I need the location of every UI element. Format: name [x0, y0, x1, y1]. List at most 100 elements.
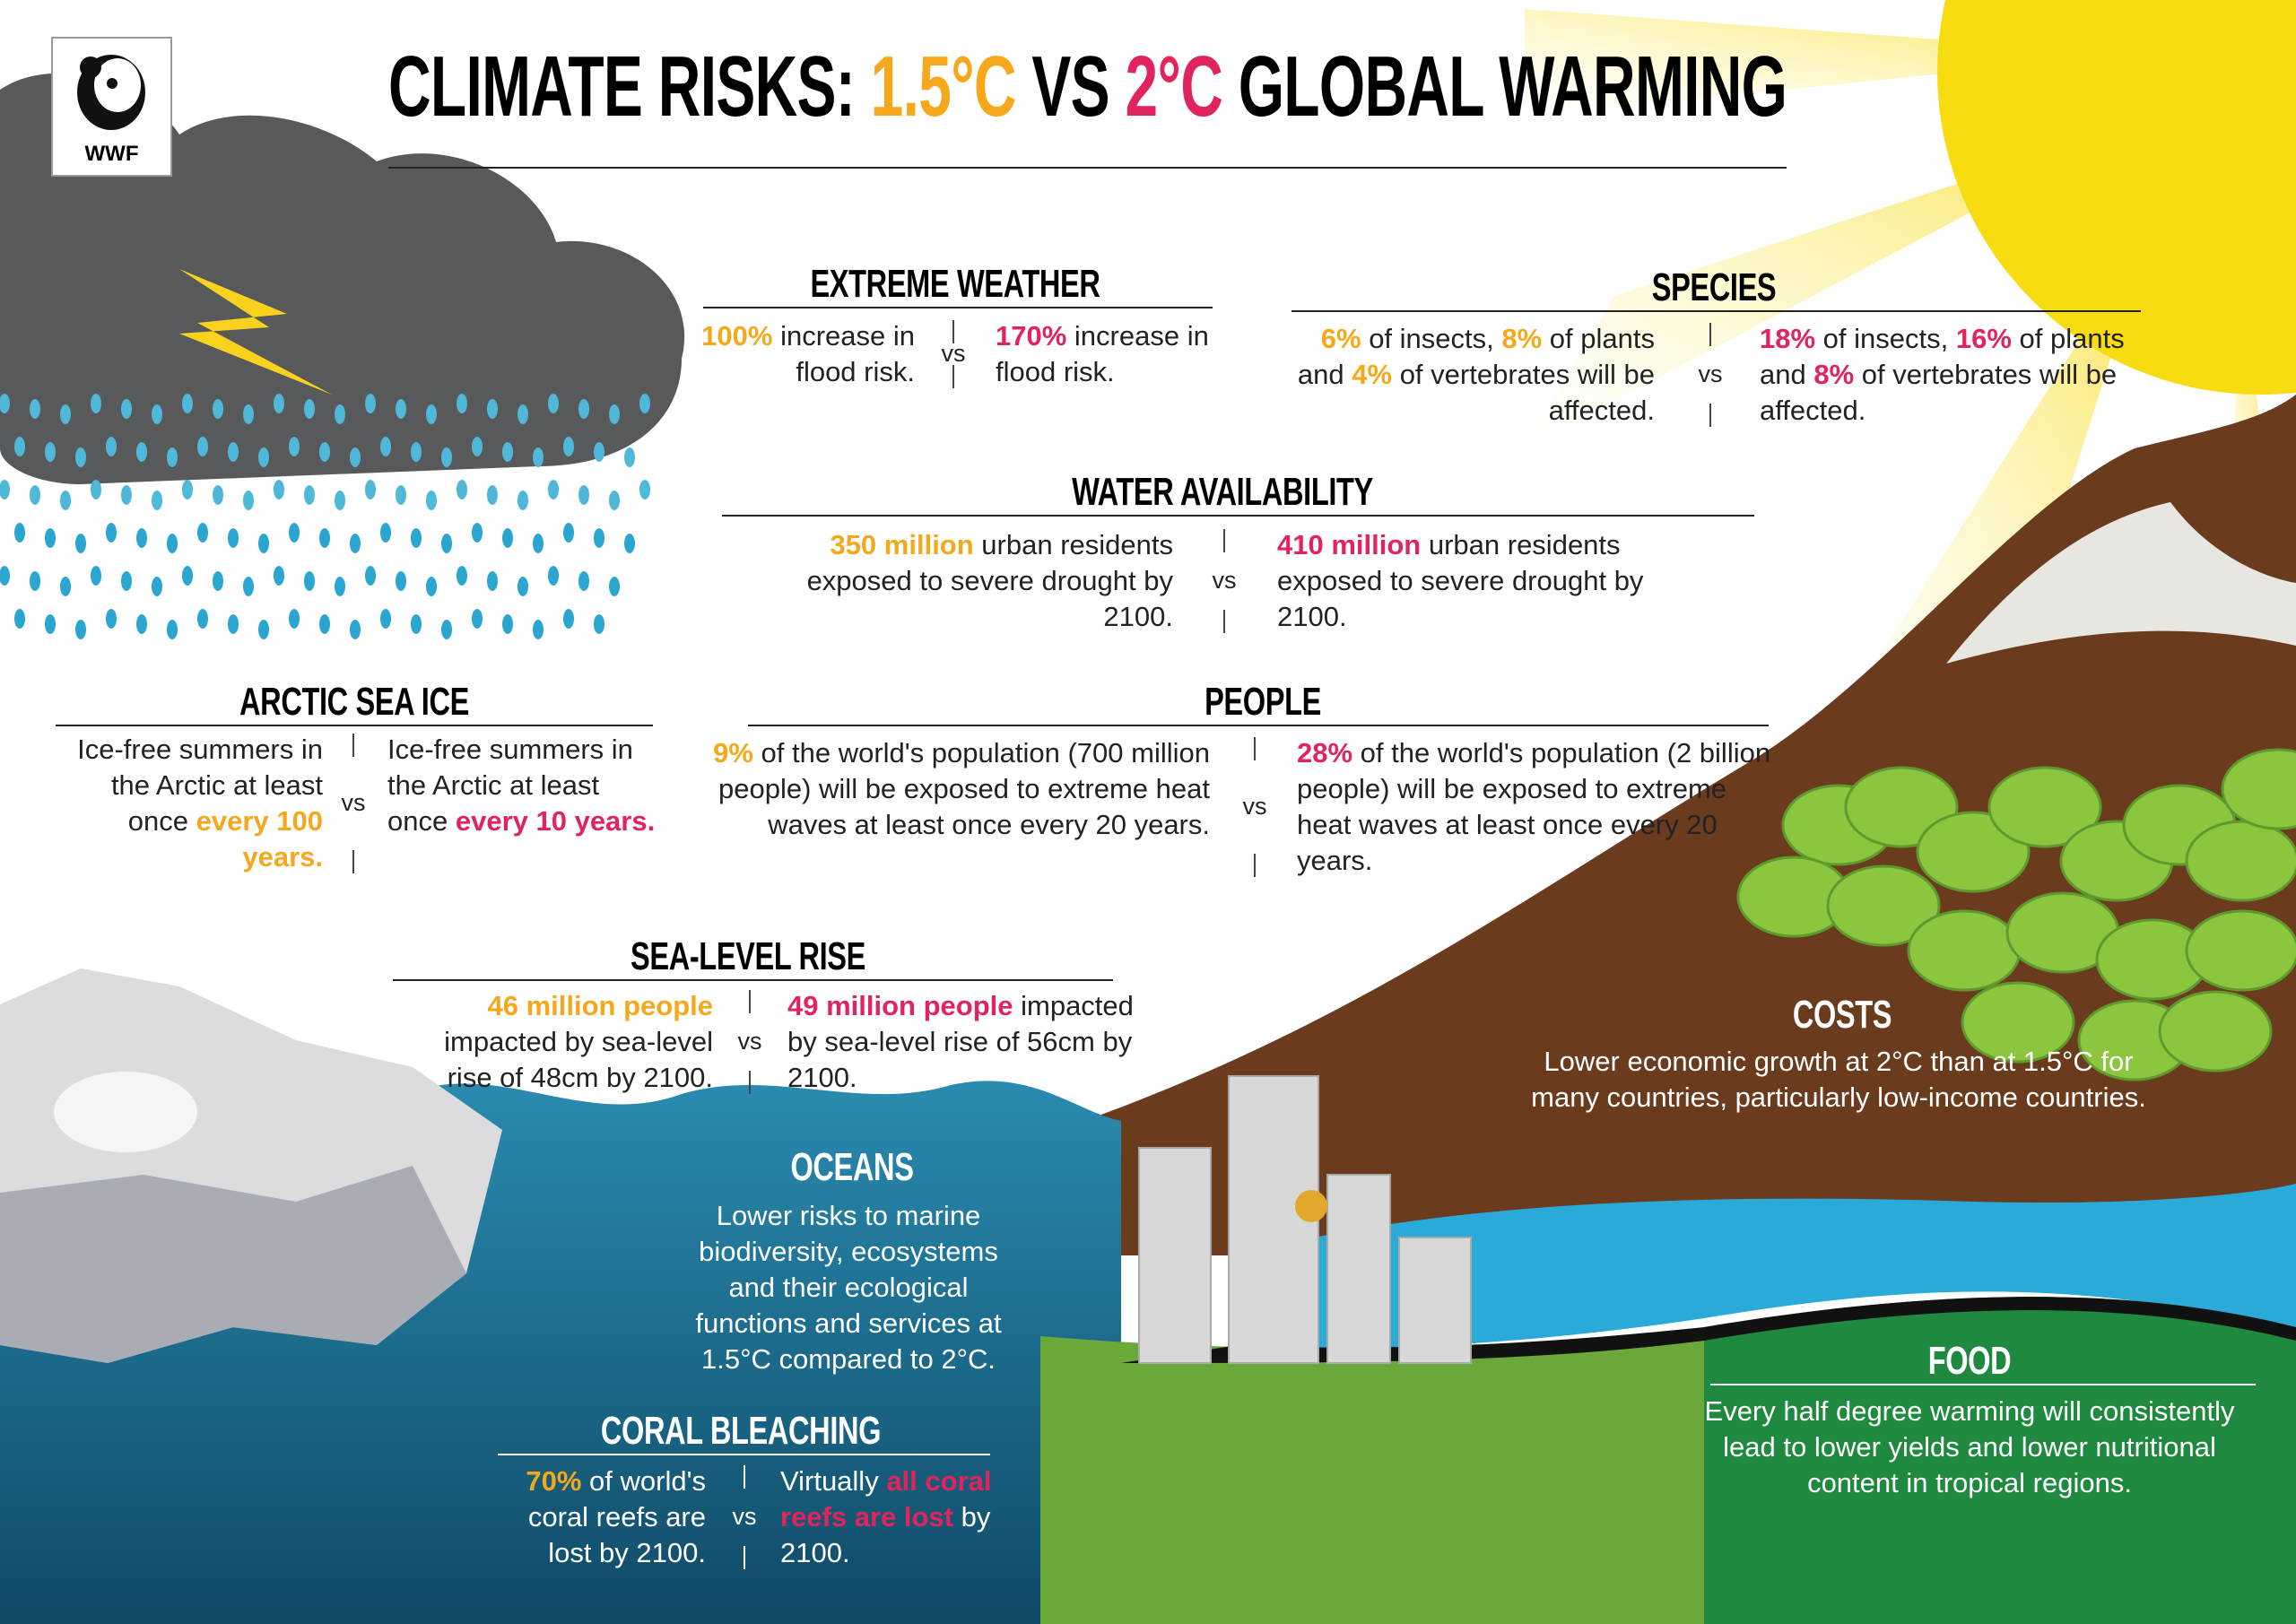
text-run: of vertebrates will be affected.	[1392, 359, 1655, 426]
text-run: impacted by sea-level rise of 56cm by 21…	[787, 990, 1134, 1093]
raindrop	[60, 404, 71, 424]
raindrop	[365, 394, 376, 413]
raindrop	[502, 442, 513, 462]
raindrop	[396, 485, 406, 505]
highlight: 49 million people	[787, 990, 1013, 1021]
right-text: Ice-free summers in the Arctic at least …	[387, 732, 657, 839]
left-text: 9% of the world's population (700 millio…	[690, 735, 1210, 843]
iceberg-shadow	[0, 1166, 466, 1363]
raindrop	[197, 609, 208, 629]
section-heading: FOOD	[1927, 1339, 2012, 1383]
raindrop	[533, 620, 544, 639]
title: CLIMATE RISKS: 1.5°C VS 2°C GLOBAL WARMI…	[388, 38, 1787, 136]
right-text: 49 million people impacted by sea-level …	[787, 988, 1137, 1096]
section-text: Lower risks to marine biodiversity, ecos…	[695, 1200, 1002, 1375]
raindrop	[594, 614, 604, 634]
left-text: 6% of insects, 8% of plants and 4% of ve…	[1278, 321, 1655, 429]
text-run: VS	[1015, 39, 1126, 135]
raindrop	[136, 528, 147, 548]
raindrop	[121, 485, 132, 505]
vs-label: vs	[941, 340, 966, 367]
raindrop	[289, 437, 300, 456]
raindrop	[487, 399, 498, 419]
raindrop	[380, 523, 391, 543]
raindrop	[30, 399, 40, 419]
text-run: of plants and	[1297, 323, 1655, 390]
raindrop	[258, 534, 269, 553]
tree	[2185, 820, 2296, 902]
raindrop	[441, 620, 452, 639]
raindrop	[487, 485, 498, 505]
divider	[952, 365, 954, 388]
raindrop	[182, 480, 193, 499]
title-rule	[388, 167, 1787, 169]
raindrop	[304, 485, 315, 505]
raindrop	[487, 571, 498, 591]
raindrop	[91, 394, 101, 413]
raindrop	[350, 447, 361, 467]
right-text: 18% of insects, 16% of plants and 8% of …	[1760, 321, 2145, 429]
raindrop	[0, 566, 10, 586]
section-heading: COSTS	[1792, 993, 1892, 1037]
raindrop	[14, 437, 25, 456]
raindrop	[228, 442, 239, 462]
raindrop	[365, 566, 376, 586]
raindrop	[548, 480, 559, 499]
text-run: Virtually	[780, 1465, 887, 1497]
tree	[1826, 864, 1941, 947]
text-run: impacted by sea-level rise of 48cm by 21…	[444, 1026, 713, 1093]
section-text: Lower economic growth at 2°C than at 1.5…	[1531, 1046, 2146, 1113]
section-rule	[748, 725, 1769, 726]
divider	[749, 1071, 751, 1094]
raindrop	[517, 577, 528, 596]
raindrop	[457, 566, 467, 586]
raindrop	[563, 523, 574, 543]
text-run: of insects,	[1361, 323, 1502, 354]
rain	[0, 394, 650, 639]
field-dark	[1704, 1297, 2296, 1624]
tree	[2158, 990, 2273, 1073]
text-run: Ice-free summers in the Arctic at least …	[77, 734, 323, 837]
sun-ray	[1525, 9, 2135, 117]
section-rule	[1292, 310, 2141, 312]
text-run: of the world's population (2 billion peo…	[1297, 737, 1771, 876]
raindrop	[0, 480, 10, 499]
divider	[749, 990, 751, 1013]
section-heading: OCEANS	[790, 1145, 914, 1189]
divider	[1709, 323, 1711, 346]
vs-label: vs	[737, 1028, 762, 1055]
section-rule	[393, 979, 1113, 981]
snow	[1946, 502, 2296, 664]
text-run: Ice-free summers in the Arctic at least …	[387, 734, 633, 837]
tree	[2185, 909, 2296, 992]
section-rule	[1710, 1384, 2256, 1385]
raindrop	[274, 566, 284, 586]
raindrop	[350, 534, 361, 553]
text-run: increase in flood risk.	[996, 320, 1209, 387]
raindrop	[350, 620, 361, 639]
logo: WWF	[51, 37, 172, 177]
raindrop	[228, 614, 239, 634]
text-run: of insects,	[1815, 323, 1956, 354]
highlight: 70%	[526, 1465, 582, 1497]
panda-icon	[77, 55, 145, 130]
raindrop	[91, 566, 101, 586]
raindrop	[411, 614, 422, 634]
raindrop	[0, 394, 10, 413]
text-run: urban residents exposed to severe drough…	[806, 529, 1173, 632]
section-text: Every half degree warming will consisten…	[1704, 1395, 2235, 1498]
raindrop	[335, 404, 345, 424]
raindrop	[258, 447, 269, 467]
raindrop	[30, 485, 40, 505]
lake	[1238, 1184, 2296, 1349]
raindrop	[335, 577, 345, 596]
divider	[1223, 610, 1225, 633]
highlight: 410 million	[1277, 529, 1422, 560]
raindrop	[75, 534, 86, 553]
section-rule	[498, 1454, 990, 1455]
raindrop	[624, 534, 635, 553]
sun	[1937, 0, 2296, 395]
left-text: 70% of world's coral reefs are lost by 2…	[500, 1463, 706, 1571]
raindrop	[136, 442, 147, 462]
